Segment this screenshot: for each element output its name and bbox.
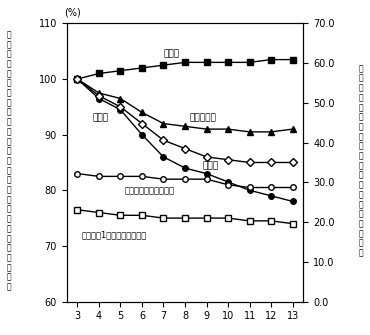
児童数 — [290, 199, 295, 203]
学校数 — [183, 60, 187, 64]
本務教員数 — [248, 130, 252, 134]
本務教員数 — [161, 122, 166, 126]
１学級当たりの児童数 — [290, 186, 295, 190]
学校数 — [248, 60, 252, 64]
本務教員1人当たりの児童数 — [204, 216, 209, 220]
Text: (%): (%) — [64, 8, 81, 18]
１学級当たりの児童数 — [97, 175, 101, 179]
学校数 — [118, 69, 122, 73]
学級数 — [161, 138, 166, 142]
本務教員数 — [226, 127, 230, 131]
学校数 — [97, 71, 101, 75]
Line: １学級当たりの児童数: １学級当たりの児童数 — [75, 171, 295, 190]
学級数 — [248, 160, 252, 164]
学級数 — [204, 155, 209, 159]
本務教員1人当たりの児童数 — [118, 213, 122, 217]
学級数 — [226, 158, 230, 162]
１学級当たりの児童数 — [204, 177, 209, 181]
児童数 — [97, 96, 101, 100]
児童数 — [226, 180, 230, 184]
児童数 — [183, 166, 187, 170]
Line: 本務教員数: 本務教員数 — [75, 76, 295, 135]
本務教員1人当たりの児童数 — [161, 216, 166, 220]
Text: 本務教員数: 本務教員数 — [189, 114, 216, 123]
学校数 — [269, 58, 273, 62]
Text: １
学
級
及
び
本
務
教
員
１
人
当
た
り
児
童
数
（
人
）: １ 学 級 及 び 本 務 教 員 １ 人 当 た り 児 童 数 （ 人 ） — [359, 64, 363, 258]
児童数 — [269, 194, 273, 198]
本務教員1人当たりの児童数 — [140, 213, 144, 217]
学校数 — [161, 63, 166, 67]
児童数 — [118, 108, 122, 112]
本務教員数 — [140, 111, 144, 115]
本務教員1人当たりの児童数 — [290, 222, 295, 226]
本務教員1人当たりの児童数 — [248, 219, 252, 223]
１学級当たりの児童数 — [161, 177, 166, 181]
Text: 本務教員1人当たりの児童数: 本務教員1人当たりの児童数 — [82, 230, 147, 240]
本務教員1人当たりの児童数 — [226, 216, 230, 220]
学級数 — [269, 160, 273, 164]
１学級当たりの児童数 — [118, 175, 122, 179]
本務教員1人当たりの児童数 — [97, 210, 101, 214]
Text: 学校数: 学校数 — [164, 50, 179, 59]
本務教員数 — [75, 77, 80, 81]
児童数 — [204, 172, 209, 176]
学校数 — [290, 58, 295, 62]
本務教員数 — [97, 91, 101, 95]
１学級当たりの児童数 — [183, 177, 187, 181]
学級数 — [140, 122, 144, 126]
児童数 — [248, 188, 252, 192]
本務教員数 — [269, 130, 273, 134]
児童数 — [75, 77, 80, 81]
児童数 — [161, 155, 166, 159]
学校数 — [204, 60, 209, 64]
１学級当たりの児童数 — [226, 183, 230, 187]
学級数 — [118, 105, 122, 109]
Line: 学校数: 学校数 — [75, 57, 295, 82]
本務教員数 — [183, 124, 187, 128]
本務教員数 — [118, 96, 122, 100]
本務教員1人当たりの児童数 — [269, 219, 273, 223]
Line: 児童数: 児童数 — [75, 76, 295, 204]
学校数 — [140, 66, 144, 70]
１学級当たりの児童数 — [248, 186, 252, 190]
学校数 — [226, 60, 230, 64]
Line: 学級数: 学級数 — [75, 76, 295, 165]
１学級当たりの児童数 — [140, 175, 144, 179]
本務教員1人当たりの児童数 — [183, 216, 187, 220]
児童数 — [140, 133, 144, 137]
Text: 児童数: 児童数 — [92, 114, 108, 123]
学校数 — [75, 77, 80, 81]
１学級当たりの児童数 — [269, 186, 273, 190]
Line: 本務教員1人当たりの児童数: 本務教員1人当たりの児童数 — [75, 207, 295, 226]
Text: １学級当たりの児童数: １学級当たりの児童数 — [125, 186, 175, 195]
Text: 学
校
数
・
学
級
数
・
児
童
数
・
本
務
教
員
数
（
平
成
３
年
＝
１
０
０
）: 学 校 数 ・ 学 級 数 ・ 児 童 数 ・ 本 務 教 員 数 （ 平 成 … — [7, 30, 11, 291]
本務教員数 — [204, 127, 209, 131]
学級数 — [97, 94, 101, 98]
学級数 — [75, 77, 80, 81]
Text: 学級数: 学級数 — [202, 161, 218, 170]
学級数 — [290, 160, 295, 164]
本務教員1人当たりの児童数 — [75, 208, 80, 212]
１学級当たりの児童数 — [75, 172, 80, 176]
本務教員数 — [290, 127, 295, 131]
学級数 — [183, 147, 187, 151]
